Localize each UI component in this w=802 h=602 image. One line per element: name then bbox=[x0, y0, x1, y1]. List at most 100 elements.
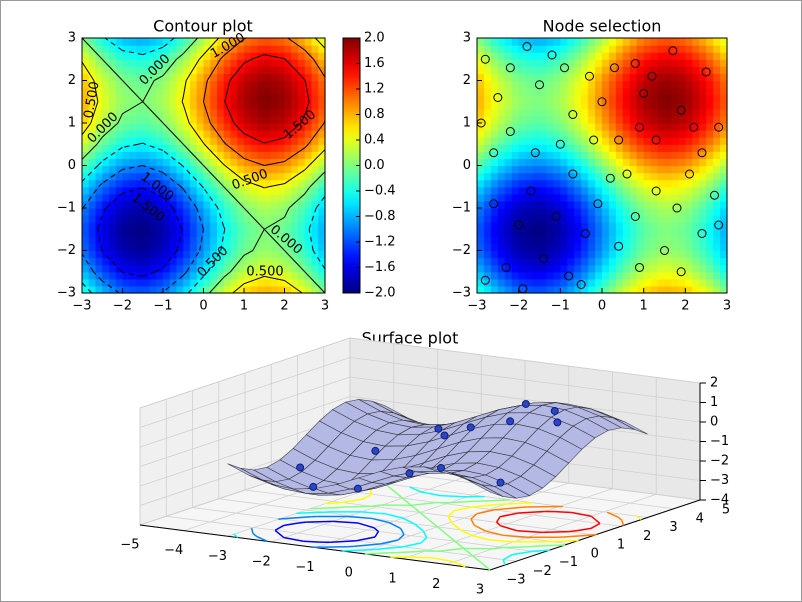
heatmap-cell bbox=[588, 144, 596, 152]
heatmap-cell bbox=[511, 278, 520, 287]
heatmap-cell bbox=[483, 193, 492, 202]
heatmap-cell bbox=[692, 130, 700, 138]
heatmap-cell bbox=[574, 38, 582, 46]
contour-line bbox=[428, 519, 438, 528]
heatmap-cell bbox=[230, 123, 238, 131]
heatmap-cell bbox=[298, 59, 306, 67]
heatmap-cell bbox=[203, 151, 211, 160]
heatmap-cell bbox=[250, 144, 259, 152]
heatmap-cell bbox=[102, 80, 110, 89]
heatmap-cell bbox=[678, 222, 686, 230]
heatmap-cell bbox=[183, 59, 191, 67]
heatmap-cell bbox=[553, 123, 561, 131]
heatmap-cell bbox=[156, 229, 164, 237]
node bbox=[535, 80, 544, 90]
contour-line bbox=[96, 136, 103, 145]
heatmap-cell bbox=[720, 151, 728, 160]
heatmap-cell bbox=[230, 208, 238, 216]
heatmap-cell bbox=[636, 222, 645, 230]
heatmap-cell bbox=[657, 193, 666, 202]
heatmap-cell bbox=[706, 52, 714, 60]
heatmap-cell bbox=[525, 285, 534, 294]
heatmap-cell bbox=[217, 264, 225, 273]
heatmap-cell bbox=[190, 200, 198, 209]
heatmap-cell bbox=[713, 144, 721, 152]
heatmap-cell bbox=[291, 271, 299, 280]
heatmap-cell bbox=[176, 186, 184, 195]
heatmap-cell bbox=[142, 73, 151, 82]
heatmap-cell bbox=[657, 108, 666, 117]
contour-line bbox=[162, 197, 174, 209]
heatmap-cell bbox=[706, 87, 714, 96]
heatmap-cell bbox=[608, 257, 617, 266]
contour-line bbox=[203, 187, 219, 209]
contour-line bbox=[529, 545, 540, 548]
heatmap-cell bbox=[217, 215, 225, 223]
heatmap-cell bbox=[136, 186, 144, 195]
y-tick-label: 1 bbox=[463, 116, 471, 131]
contour-line bbox=[304, 143, 309, 149]
heatmap-cell bbox=[190, 130, 198, 138]
heatmap-cell bbox=[511, 80, 520, 89]
heatmap-cell bbox=[692, 250, 700, 259]
heatmap-cell bbox=[532, 130, 541, 138]
heatmap-cell bbox=[169, 87, 178, 96]
heatmap-cell bbox=[706, 229, 714, 237]
heatmap-cell bbox=[149, 137, 157, 145]
node bbox=[564, 271, 574, 281]
heatmap-cell bbox=[490, 101, 499, 110]
heatmap-cell bbox=[230, 66, 238, 75]
heatmap-cell bbox=[217, 137, 225, 145]
heatmap-cell bbox=[102, 123, 110, 131]
heatmap-cell bbox=[615, 193, 624, 202]
heatmap-cell bbox=[129, 278, 137, 287]
contour-line bbox=[142, 271, 156, 277]
heatmap-cell bbox=[664, 87, 673, 96]
heatmap-cell bbox=[553, 179, 561, 188]
heatmap-cell bbox=[284, 108, 292, 117]
heatmap-cell bbox=[713, 222, 721, 230]
contour-line bbox=[243, 157, 265, 166]
contour-line bbox=[397, 534, 405, 541]
heatmap-cell bbox=[567, 38, 575, 46]
heatmap-cell bbox=[713, 38, 721, 46]
heatmap-cell bbox=[244, 229, 252, 237]
heatmap-cell bbox=[636, 108, 645, 117]
heatmap-cell bbox=[149, 264, 157, 273]
heatmap-cell bbox=[271, 137, 279, 145]
heatmap-cell bbox=[257, 172, 265, 181]
heatmap-cell bbox=[250, 80, 259, 89]
heatmap-cell bbox=[183, 271, 191, 280]
heatmap-cell bbox=[183, 80, 191, 89]
heatmap-cell bbox=[196, 137, 205, 145]
heatmap-cell bbox=[664, 264, 673, 273]
heatmap-cell bbox=[169, 108, 178, 117]
heatmap-cell bbox=[643, 52, 652, 60]
heatmap-cell bbox=[636, 200, 645, 209]
heatmap-cell bbox=[183, 123, 191, 131]
heatmap-cell bbox=[318, 130, 326, 138]
contour-line bbox=[207, 250, 222, 273]
contour-line bbox=[198, 54, 204, 60]
z-tick-label: −4 bbox=[710, 493, 729, 508]
heatmap-cell bbox=[95, 236, 103, 245]
heatmap-cell bbox=[720, 243, 728, 252]
contour-line bbox=[492, 546, 504, 550]
heatmap-cell bbox=[595, 278, 603, 287]
heatmap-cell bbox=[560, 137, 568, 145]
heatmap-cell bbox=[629, 87, 638, 96]
heatmap-cell bbox=[650, 257, 659, 266]
heatmap-cell bbox=[525, 200, 534, 209]
heatmap-cell bbox=[196, 179, 205, 188]
heatmap-cell bbox=[671, 59, 679, 67]
heatmap-cell bbox=[602, 115, 610, 124]
heatmap-cell bbox=[588, 243, 596, 252]
contour-line bbox=[122, 49, 143, 56]
x-tick-label: −2 bbox=[113, 299, 132, 314]
heatmap-cell bbox=[664, 144, 673, 152]
heatmap-cell bbox=[163, 87, 171, 96]
heatmap-cell bbox=[264, 271, 272, 280]
heatmap-cell bbox=[250, 165, 259, 174]
heatmap-cell bbox=[518, 123, 527, 131]
heatmap-cell bbox=[581, 193, 589, 202]
